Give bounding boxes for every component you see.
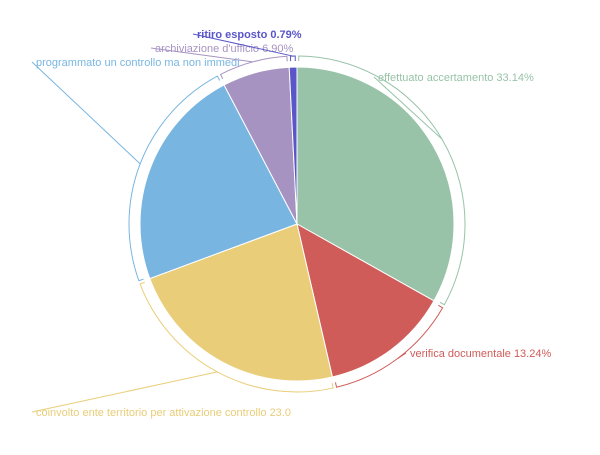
slice-label-verifica: verifica documentale 13.24% bbox=[410, 348, 551, 360]
pie-slice-ritiro[interactable] bbox=[288, 66, 298, 225]
slice-label-effettuato: effettuato accertamento 33.14% bbox=[378, 72, 534, 84]
label-leader-line bbox=[150, 47, 253, 63]
slice-label-ritiro: ritiro esposto 0.79% bbox=[197, 29, 302, 41]
label-leader-line bbox=[397, 352, 407, 359]
label-bracket bbox=[128, 75, 221, 282]
label-bracket bbox=[289, 55, 296, 62]
pie-slice-coinvolto[interactable] bbox=[149, 223, 334, 382]
label-leader-line bbox=[31, 371, 218, 413]
slice-label-archiviazione: archiviazione d'ufficio 6.90% bbox=[155, 43, 293, 55]
label-leader-line bbox=[31, 61, 141, 165]
label-leader-line bbox=[373, 76, 443, 140]
slice-label-programmato: programmato un controllo ma non immedi bbox=[36, 57, 240, 69]
slice-label-coinvolto: coinvolto ente territorio per attivazion… bbox=[36, 407, 291, 419]
label-leader-line bbox=[192, 33, 293, 57]
pie-slice-programmato[interactable] bbox=[139, 84, 298, 280]
label-bracket bbox=[219, 55, 288, 80]
label-bracket bbox=[334, 304, 444, 388]
pie-slice-effettuato[interactable] bbox=[296, 66, 455, 302]
pie-slice-verifica[interactable] bbox=[296, 223, 435, 378]
label-bracket bbox=[139, 281, 334, 393]
